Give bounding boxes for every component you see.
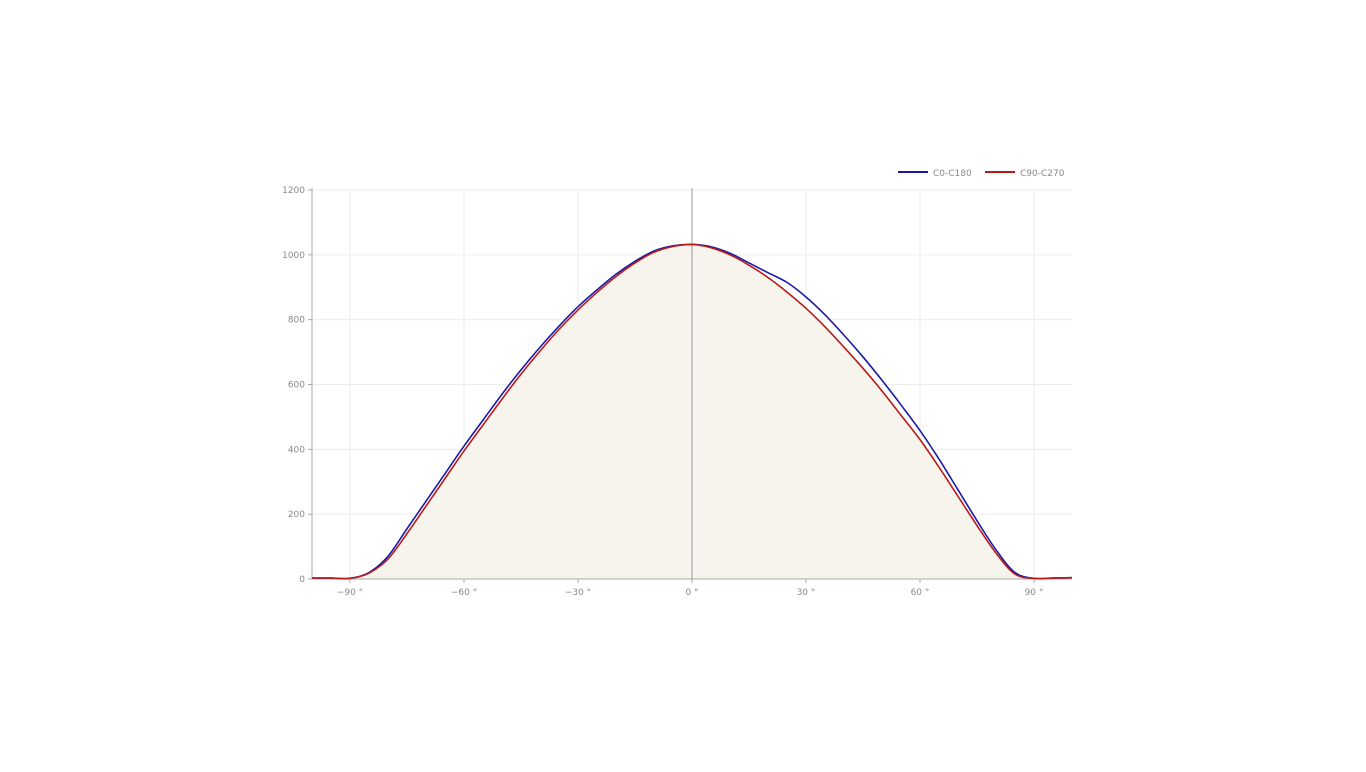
legend[interactable]: C0-C180 C90-C270 [898,169,1065,179]
x-tick-label: 60 ° [911,588,930,598]
legend-label: C90-C270 [1020,169,1065,179]
y-tick-label: 0 [299,575,305,585]
y-tick-label: 400 [288,445,305,455]
legend-item-c90-c270[interactable]: C90-C270 [985,169,1065,179]
y-tick-label: 600 [288,381,305,391]
legend-label: C0-C180 [933,169,972,179]
legend-item-c0-c180[interactable]: C0-C180 [898,169,972,179]
axis-layer: 0 200 400 600 800 1000 1200 −90 ° −60 ° −30 ° 0 ° 3… [282,186,1072,598]
series-layer [311,243,1073,580]
series-line-c90-c270 [311,243,1073,580]
x-tick-label: 0 ° [685,588,698,598]
y-tick-label: 1000 [282,251,305,261]
x-tick-label: 90 ° [1025,588,1044,598]
y-tick-label: 1200 [282,186,305,196]
x-tick-label: −60 ° [451,588,477,598]
y-tick-label: 200 [288,510,305,520]
y-tick-label: 800 [288,316,305,326]
x-tick-label: −30 ° [565,588,591,598]
x-tick-label: −90 ° [337,588,363,598]
x-tick-label: 30 ° [797,588,816,598]
